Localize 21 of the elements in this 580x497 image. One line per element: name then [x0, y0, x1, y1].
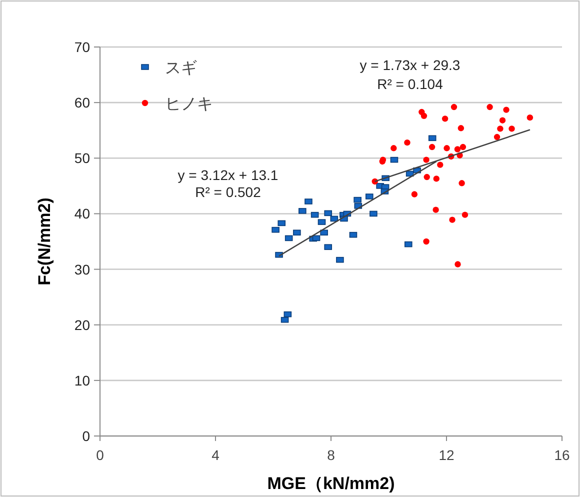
x-tick-label: 4	[212, 447, 220, 463]
x-tick-label: 8	[327, 447, 336, 463]
y-tick-label: 70	[74, 39, 90, 55]
legend-label: スギ	[165, 59, 197, 77]
y-tick-label: 60	[74, 94, 90, 111]
annotation: R² = 0.502	[195, 184, 262, 200]
legend-label: ヒノキ	[165, 96, 213, 113]
y-tick-label: 20	[74, 316, 90, 333]
x-axis-title: MGE（kN/mm2)	[267, 474, 395, 493]
annotation: y = 3.12x + 13.1	[178, 167, 278, 183]
x-tick-label: 16	[554, 447, 570, 463]
y-axis-title: Fc(N/mm2)	[35, 198, 54, 286]
y-tick-label: 10	[74, 372, 90, 388]
y-tick-label: 40	[74, 206, 90, 222]
annotation: R² = 0.104	[377, 76, 444, 92]
y-tick-label: 50	[74, 150, 90, 166]
y-tick-label: 0	[82, 428, 90, 444]
x-tick-label: 12	[438, 447, 454, 463]
annotation: y = 1.73x + 29.3	[360, 57, 460, 73]
y-tick-label: 30	[74, 261, 90, 278]
x-tick-label: 0	[96, 447, 104, 463]
